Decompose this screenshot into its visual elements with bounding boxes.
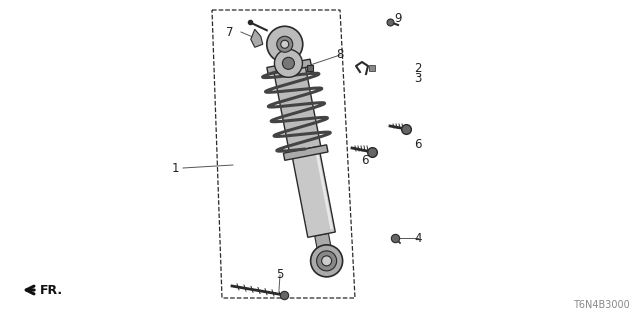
Text: 6: 6: [361, 154, 369, 166]
Circle shape: [310, 245, 342, 277]
Polygon shape: [251, 29, 263, 47]
Polygon shape: [291, 146, 335, 237]
Text: 4: 4: [414, 231, 422, 244]
Polygon shape: [284, 145, 328, 160]
Text: 5: 5: [276, 268, 284, 282]
Circle shape: [282, 57, 294, 69]
Text: 7: 7: [227, 26, 234, 38]
Text: T6N4B3000: T6N4B3000: [573, 300, 630, 310]
Circle shape: [281, 40, 289, 48]
Circle shape: [317, 251, 337, 271]
Text: 3: 3: [414, 71, 422, 84]
Polygon shape: [315, 233, 332, 255]
Text: FR.: FR.: [40, 284, 63, 297]
Text: 8: 8: [336, 49, 344, 61]
Text: 1: 1: [172, 162, 179, 174]
Text: 9: 9: [394, 12, 402, 25]
Circle shape: [276, 36, 292, 52]
Polygon shape: [273, 63, 322, 157]
Circle shape: [275, 49, 303, 77]
Text: 6: 6: [414, 139, 422, 151]
Polygon shape: [267, 59, 312, 75]
Circle shape: [322, 256, 332, 266]
Text: 2: 2: [414, 61, 422, 75]
Circle shape: [267, 26, 303, 62]
